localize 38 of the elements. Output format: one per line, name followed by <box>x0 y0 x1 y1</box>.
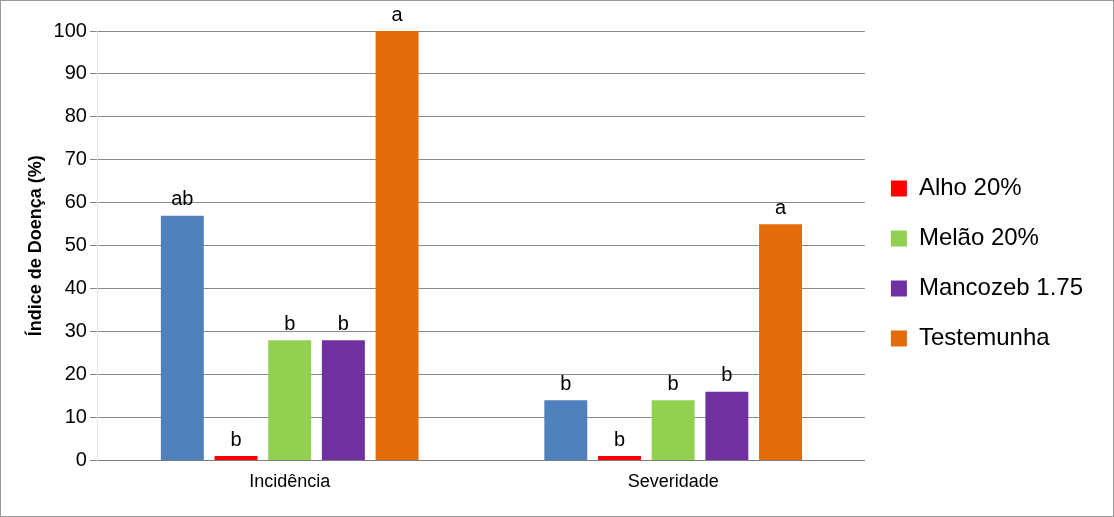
bar <box>651 400 695 460</box>
y-tick-label: 50 <box>64 233 87 256</box>
y-tick-label: 40 <box>64 276 87 299</box>
y-tick-label: 10 <box>64 404 87 427</box>
y-tick-label: 100 <box>53 18 87 41</box>
data-label: b <box>337 311 349 334</box>
legend-label: Melão 20% <box>918 223 1039 251</box>
x-tick-label: Incidência <box>249 471 332 492</box>
y-tick-label: 60 <box>64 190 87 213</box>
data-label: b <box>284 311 296 334</box>
legend-label: Mancozeb 1.75 <box>918 273 1083 301</box>
bar <box>160 215 204 460</box>
data-label: b <box>667 371 679 394</box>
data-label: ab <box>171 187 194 210</box>
data-label: a <box>774 195 787 218</box>
bar <box>321 340 365 460</box>
y-tick-label: 30 <box>64 319 87 342</box>
legend-label: Alho 20% <box>918 173 1022 201</box>
bar <box>759 224 802 460</box>
x-tick-label: Severidade <box>627 471 719 492</box>
data-label: b <box>721 363 733 386</box>
bar <box>375 31 419 460</box>
data-label: b <box>230 427 242 450</box>
bar <box>214 456 258 460</box>
bar <box>598 456 641 460</box>
y-tick-label: 70 <box>64 147 87 170</box>
data-label: b <box>613 427 626 450</box>
data-label: b <box>560 371 572 394</box>
y-tick-label: 90 <box>64 61 87 84</box>
y-axis-title: Índice de Doença (%) <box>23 155 45 337</box>
bar <box>268 340 312 460</box>
bar <box>544 400 588 460</box>
data-label: a <box>391 2 404 25</box>
bar <box>705 391 749 460</box>
y-tick-label: 0 <box>75 447 87 470</box>
y-tick-label: 80 <box>64 104 87 127</box>
y-tick-label: 20 <box>64 362 87 385</box>
legend-label: Testemunha <box>918 323 1051 351</box>
